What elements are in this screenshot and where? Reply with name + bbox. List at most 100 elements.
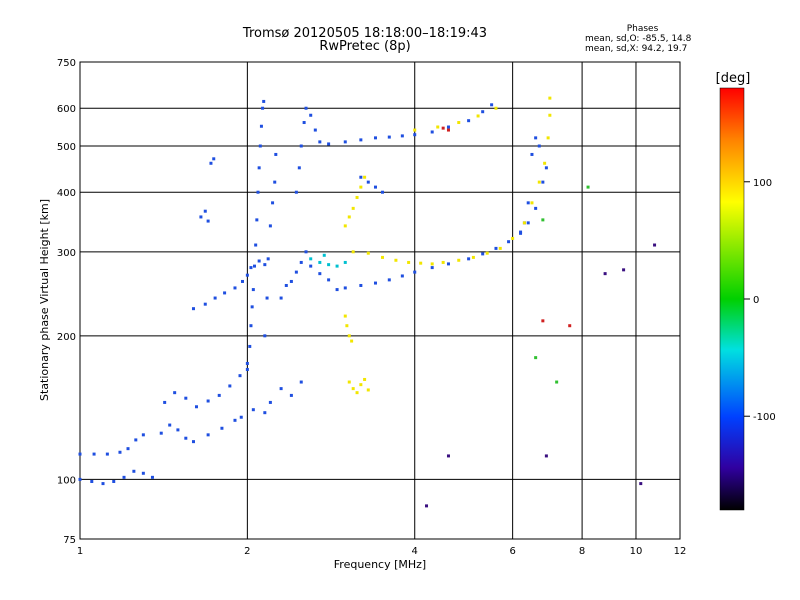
data-point — [304, 250, 308, 254]
data-point — [274, 152, 278, 156]
data-point — [457, 121, 461, 125]
data-point — [343, 260, 347, 264]
data-point — [498, 246, 502, 250]
data-point — [163, 400, 167, 404]
data-point — [299, 144, 303, 148]
data-point — [400, 274, 404, 278]
data-point — [507, 240, 511, 244]
data-point — [425, 504, 429, 508]
data-point — [366, 388, 370, 392]
data-point — [343, 140, 347, 144]
data-point — [322, 253, 326, 257]
data-point — [485, 251, 489, 255]
data-point — [90, 479, 94, 483]
data-point — [223, 291, 227, 295]
data-point — [546, 136, 550, 140]
data-point — [534, 356, 538, 360]
y-tick-label: 500 — [57, 142, 76, 153]
y-axis-ticks: 75 100 200 300 400 500 600 750 — [57, 58, 76, 546]
data-point — [394, 258, 398, 262]
data-point — [239, 415, 243, 419]
data-point — [289, 279, 293, 283]
data-point — [238, 374, 242, 378]
data-point — [351, 250, 355, 254]
data-point — [304, 106, 308, 110]
data-point — [359, 283, 363, 287]
data-point — [534, 136, 538, 140]
data-point — [302, 121, 306, 125]
data-point — [258, 144, 262, 148]
data-point — [481, 252, 485, 256]
phases-heading: Phases — [626, 24, 659, 34]
data-point — [294, 190, 298, 194]
x-tick-label: 8 — [579, 546, 585, 557]
colorbar-tick-label: 0 — [753, 295, 759, 306]
data-point — [184, 396, 188, 400]
data-point — [446, 128, 450, 132]
data-point — [373, 136, 377, 140]
data-point — [639, 482, 643, 486]
data-point — [387, 135, 391, 139]
plot-frame — [79, 61, 681, 540]
colorbar-label: [deg] — [716, 71, 751, 86]
data-point — [471, 255, 475, 259]
phases-x-stats: mean, sd,X: 94.2, 19.7 — [585, 44, 688, 54]
data-point — [255, 218, 259, 222]
data-point — [212, 157, 216, 161]
colorbar-gradient — [719, 87, 745, 511]
data-point — [206, 219, 210, 223]
data-point — [467, 257, 471, 261]
data-point — [251, 288, 255, 292]
data-point — [118, 450, 122, 454]
data-point — [359, 175, 363, 179]
data-point — [294, 270, 298, 274]
y-tick-label: 600 — [57, 104, 76, 115]
data-point — [359, 185, 363, 189]
data-point — [467, 119, 471, 123]
data-point — [387, 278, 391, 282]
data-point — [519, 230, 523, 234]
data-point — [284, 283, 288, 287]
y-tick-label: 400 — [57, 188, 76, 199]
x-axis-ticks: 1 2 4 6 8 10 12 — [77, 546, 687, 557]
data-point — [168, 423, 172, 427]
data-point — [263, 263, 267, 267]
y-tick-label: 750 — [57, 58, 76, 69]
data-point — [184, 436, 188, 440]
data-point — [289, 393, 293, 397]
data-point — [327, 278, 331, 282]
data-point — [530, 152, 534, 156]
data-point — [209, 161, 213, 165]
data-point — [343, 286, 347, 290]
data-point — [335, 288, 339, 292]
data-point — [191, 307, 195, 311]
data-point — [363, 377, 367, 381]
data-point — [191, 440, 195, 444]
data-point — [268, 400, 272, 404]
data-point — [233, 286, 237, 290]
data-point — [347, 215, 351, 219]
colorbar-ticks: 100 0 -100 — [744, 178, 776, 423]
data-point — [544, 166, 548, 170]
data-point — [240, 279, 244, 283]
data-point — [441, 126, 445, 130]
data-point — [203, 302, 207, 306]
data-point — [355, 195, 359, 199]
data-point — [436, 125, 440, 129]
data-point — [249, 266, 253, 270]
data-points — [78, 96, 657, 508]
data-point — [206, 433, 210, 437]
data-point — [380, 190, 384, 194]
data-point — [279, 387, 283, 391]
data-point — [586, 185, 590, 189]
data-point — [132, 469, 136, 473]
data-point — [363, 175, 367, 179]
data-point — [257, 166, 261, 170]
data-point — [248, 344, 252, 348]
data-point — [176, 428, 180, 432]
data-point — [112, 479, 116, 483]
chart-title: Tromsø 20120505 18:18:00–18:19:43 — [242, 26, 488, 41]
data-point — [366, 251, 370, 255]
data-point — [541, 319, 545, 323]
